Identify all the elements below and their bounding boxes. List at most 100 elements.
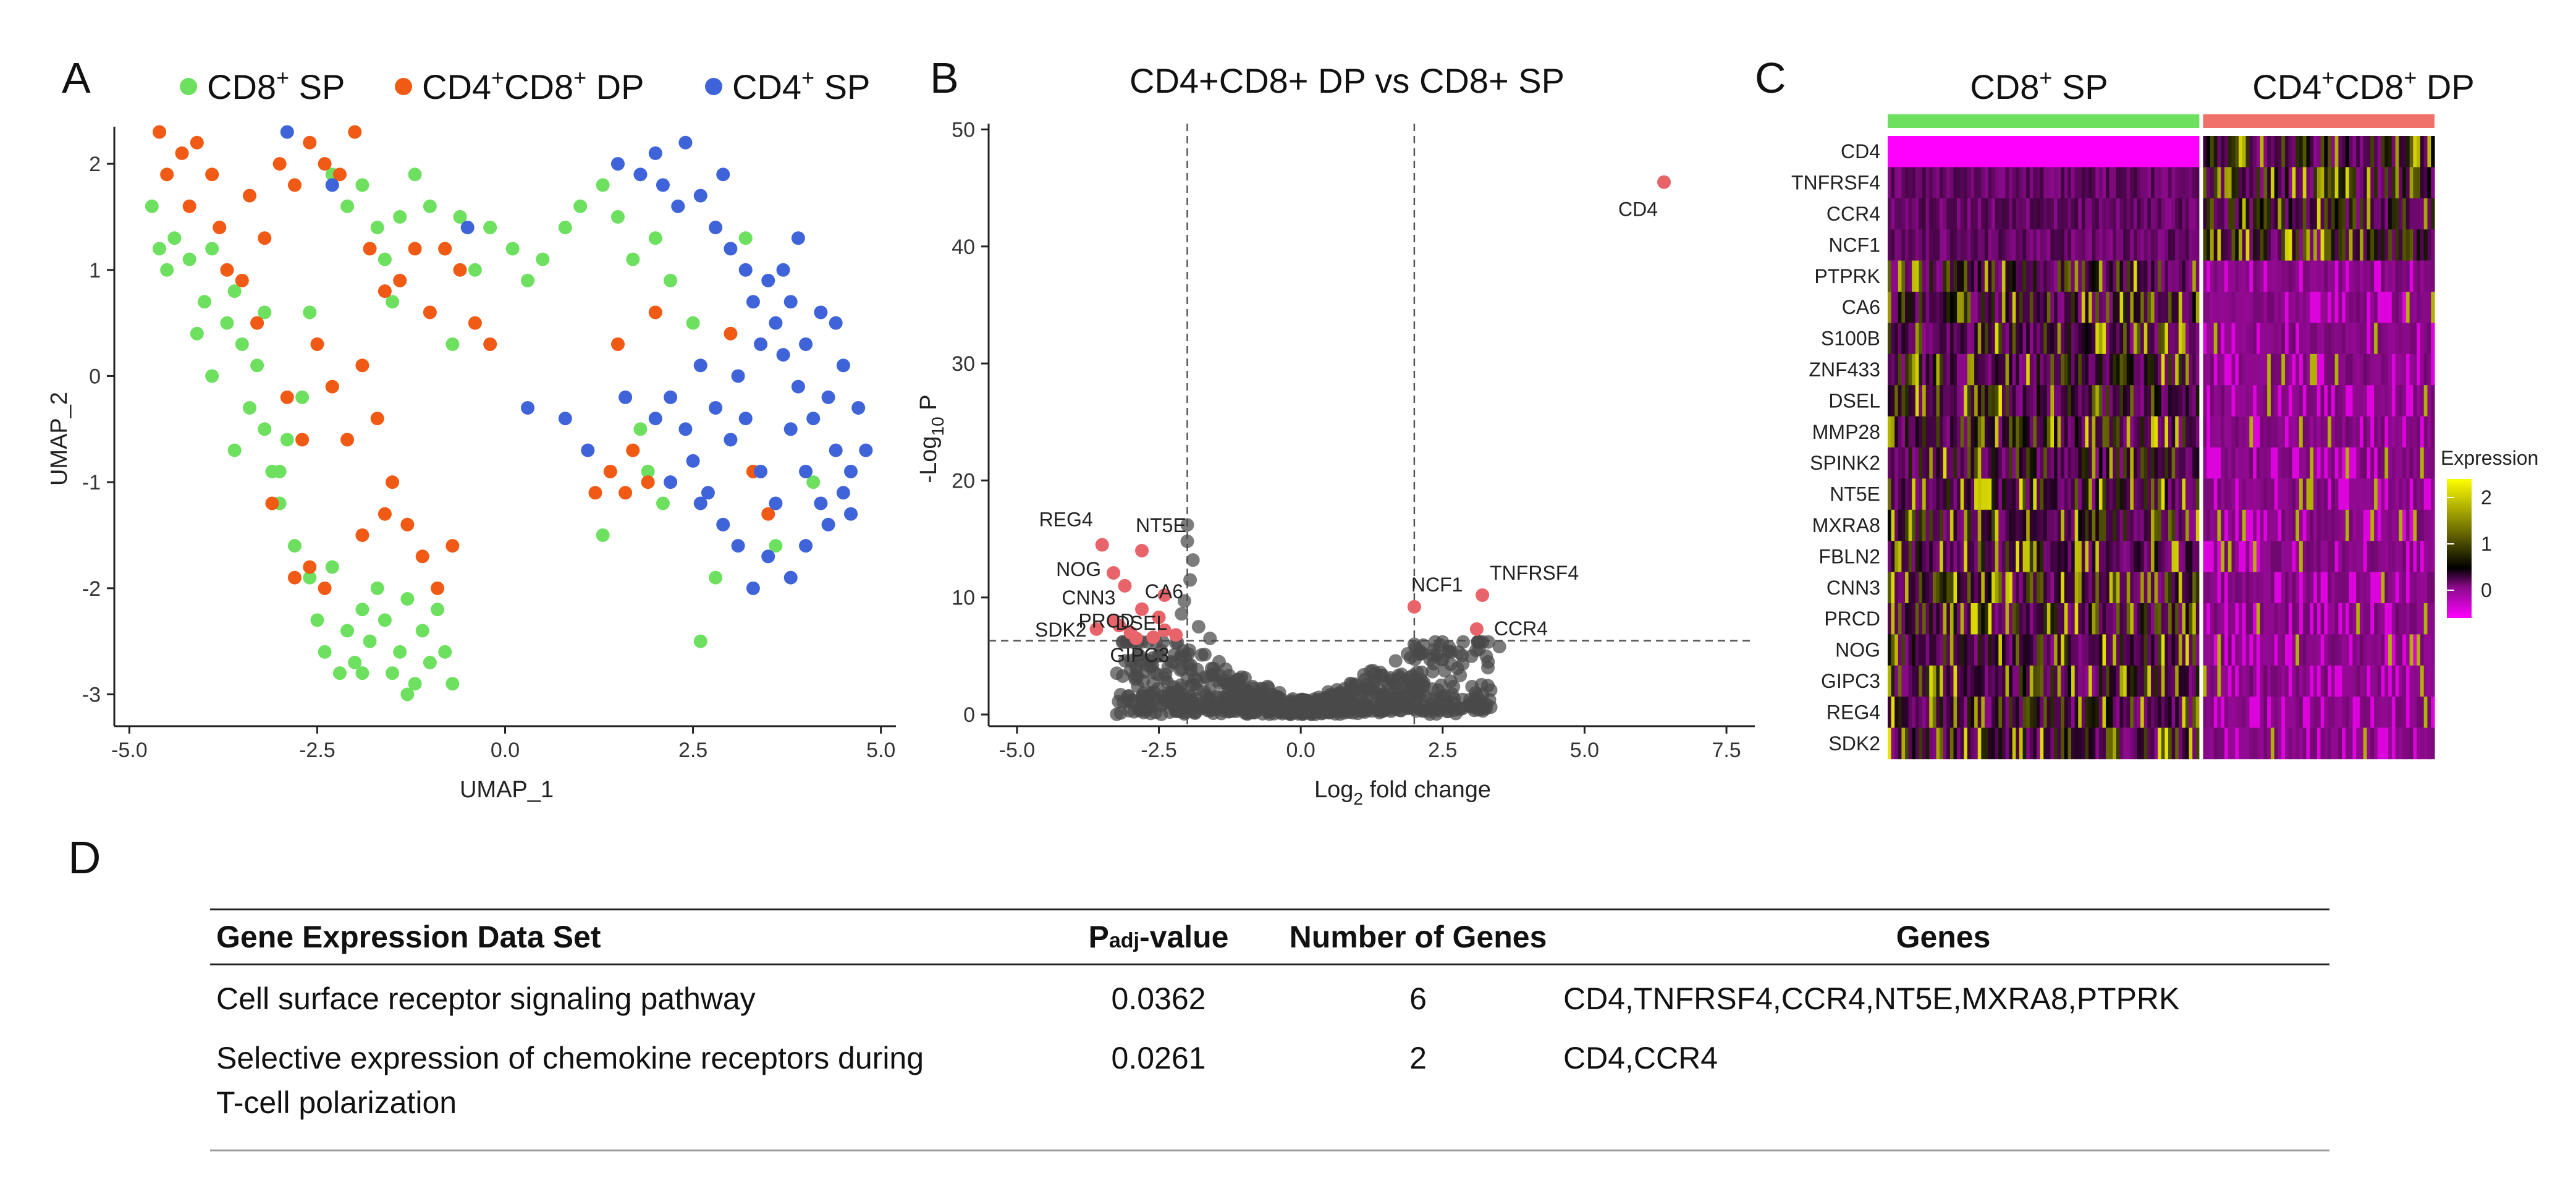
- volcano-point: [1178, 705, 1193, 719]
- heatmap-cell: [2391, 385, 2396, 417]
- heatmap-cell: [2345, 665, 2350, 697]
- heatmap-cell: [1991, 509, 1996, 541]
- heatmap-cell: [2067, 323, 2072, 355]
- heatmap-cell: [1970, 665, 1975, 697]
- heatmap-cell: [2370, 509, 2375, 541]
- heatmap-cell: [1949, 416, 1954, 448]
- heatmap-cell: [2078, 447, 2082, 479]
- heatmap-cell: [1949, 603, 1954, 635]
- heatmap-cell: [2050, 572, 2054, 604]
- umap-point: [709, 221, 723, 235]
- umap-point: [408, 167, 422, 182]
- heatmap-cell: [2189, 292, 2193, 323]
- heatmap-cell: [2249, 198, 2253, 230]
- heatmap-cell: [2095, 229, 2100, 261]
- heatmap-cell: [2022, 136, 2027, 167]
- heatmap-cell: [2249, 354, 2253, 386]
- heatmap-cell: [2098, 634, 2103, 666]
- umap-point: [438, 645, 452, 659]
- heatmap-cell: [2431, 665, 2435, 697]
- heatmap-cell: [2284, 665, 2289, 697]
- heatmap-cell: [2417, 385, 2421, 417]
- heatmap-cell: [2182, 323, 2186, 355]
- heatmap-cell: [2088, 478, 2093, 510]
- umap-point: [754, 464, 768, 478]
- heatmap-cell: [1908, 167, 1912, 199]
- heatmap-cell: [1967, 634, 1972, 666]
- heatmap-cell: [2106, 572, 2110, 604]
- heatmap-cell: [2331, 167, 2336, 199]
- heatmap-cell: [1981, 354, 1985, 386]
- heatmap-cell: [1998, 292, 2003, 323]
- heatmap-cell: [2413, 665, 2417, 697]
- umap-point: [303, 135, 317, 150]
- heatmap-cell: [1888, 198, 1892, 230]
- heatmap-cell: [2423, 541, 2428, 572]
- heatmap-cell: [2057, 416, 2061, 448]
- heatmap-cell: [2130, 167, 2134, 199]
- heatmap-cell: [2239, 697, 2243, 728]
- heatmap-cell: [2143, 198, 2148, 230]
- heatmap-cell: [2224, 416, 2229, 448]
- heatmap-cell: [2185, 603, 2190, 635]
- heatmap-cell: [2349, 634, 2354, 666]
- heatmap-cell: [2182, 509, 2186, 541]
- heatmap-cell: [2427, 727, 2431, 760]
- heatmap-cell: [2310, 323, 2314, 355]
- heatmap-cell: [1953, 385, 1957, 417]
- heatmap-cell: [1915, 697, 1920, 728]
- heatmap-cell: [2029, 478, 2033, 510]
- heatmap-cell: [2370, 634, 2375, 666]
- heatmap-cell: [2324, 260, 2328, 292]
- heatmap-cell: [2137, 416, 2141, 448]
- heatmap-cell: [1894, 198, 1899, 230]
- heatmap-cell: [2178, 136, 2183, 167]
- heatmap-cell: [2302, 603, 2307, 635]
- heatmap-cell: [2012, 167, 2016, 199]
- heatmap-cell: [2213, 136, 2218, 167]
- heatmap-cell: [2026, 478, 2030, 510]
- heatmap-cell: [2081, 447, 2086, 479]
- heatmap-cell: [2033, 634, 2037, 666]
- heatmap-cell: [2399, 323, 2403, 355]
- heatmap-cell: [2320, 292, 2325, 323]
- heatmap-cell: [2102, 229, 2106, 261]
- heatmap-cell: [2192, 136, 2197, 167]
- heatmap-cell: [2242, 478, 2247, 510]
- heatmap-cell: [2356, 292, 2360, 323]
- heatmap-cell: [2324, 416, 2328, 448]
- heatmap-cell: [2409, 198, 2414, 230]
- heatmap-cell: [1912, 665, 1916, 697]
- heatmap-cell: [2423, 447, 2428, 479]
- heatmap-cell: [2221, 478, 2225, 510]
- heatmap-cell: [2399, 572, 2403, 604]
- heatmap-cell: [2137, 509, 2141, 541]
- heatmap-cell: [2185, 229, 2190, 261]
- heatmap-cell: [1949, 323, 1954, 355]
- heatmap-cell: [2356, 447, 2360, 479]
- heatmap-cell: [2292, 478, 2296, 510]
- heatmap-cell: [1960, 603, 1964, 635]
- heatmap-cell: [2019, 634, 2024, 666]
- heatmap-cell: [2391, 167, 2396, 199]
- heatmap-cell: [1925, 478, 1930, 510]
- heatmap-cell: [2019, 198, 2024, 230]
- heatmap-cell: [2147, 167, 2152, 199]
- heatmap-cell: [1967, 385, 1972, 417]
- panel-label-a: A: [62, 54, 91, 102]
- heatmap-cell: [2192, 229, 2197, 261]
- heatmap-cell: [2085, 509, 2089, 541]
- heatmap-cell: [2119, 292, 2124, 323]
- heatmap-cell: [1974, 541, 1978, 572]
- volcano-point: [1117, 635, 1131, 649]
- heatmap-cell: [2256, 167, 2261, 199]
- heatmap-cell: [2164, 136, 2169, 167]
- heatmap-cell: [2147, 541, 2152, 572]
- heatmap-cell: [2345, 447, 2350, 479]
- heatmap-cell: [2150, 167, 2155, 199]
- heatmap-cell: [2388, 697, 2392, 728]
- heatmap-cell: [2001, 541, 2006, 572]
- heatmap-cell: [2363, 260, 2368, 292]
- heatmap-cell: [2249, 416, 2253, 448]
- heatmap-cell: [1964, 260, 1968, 292]
